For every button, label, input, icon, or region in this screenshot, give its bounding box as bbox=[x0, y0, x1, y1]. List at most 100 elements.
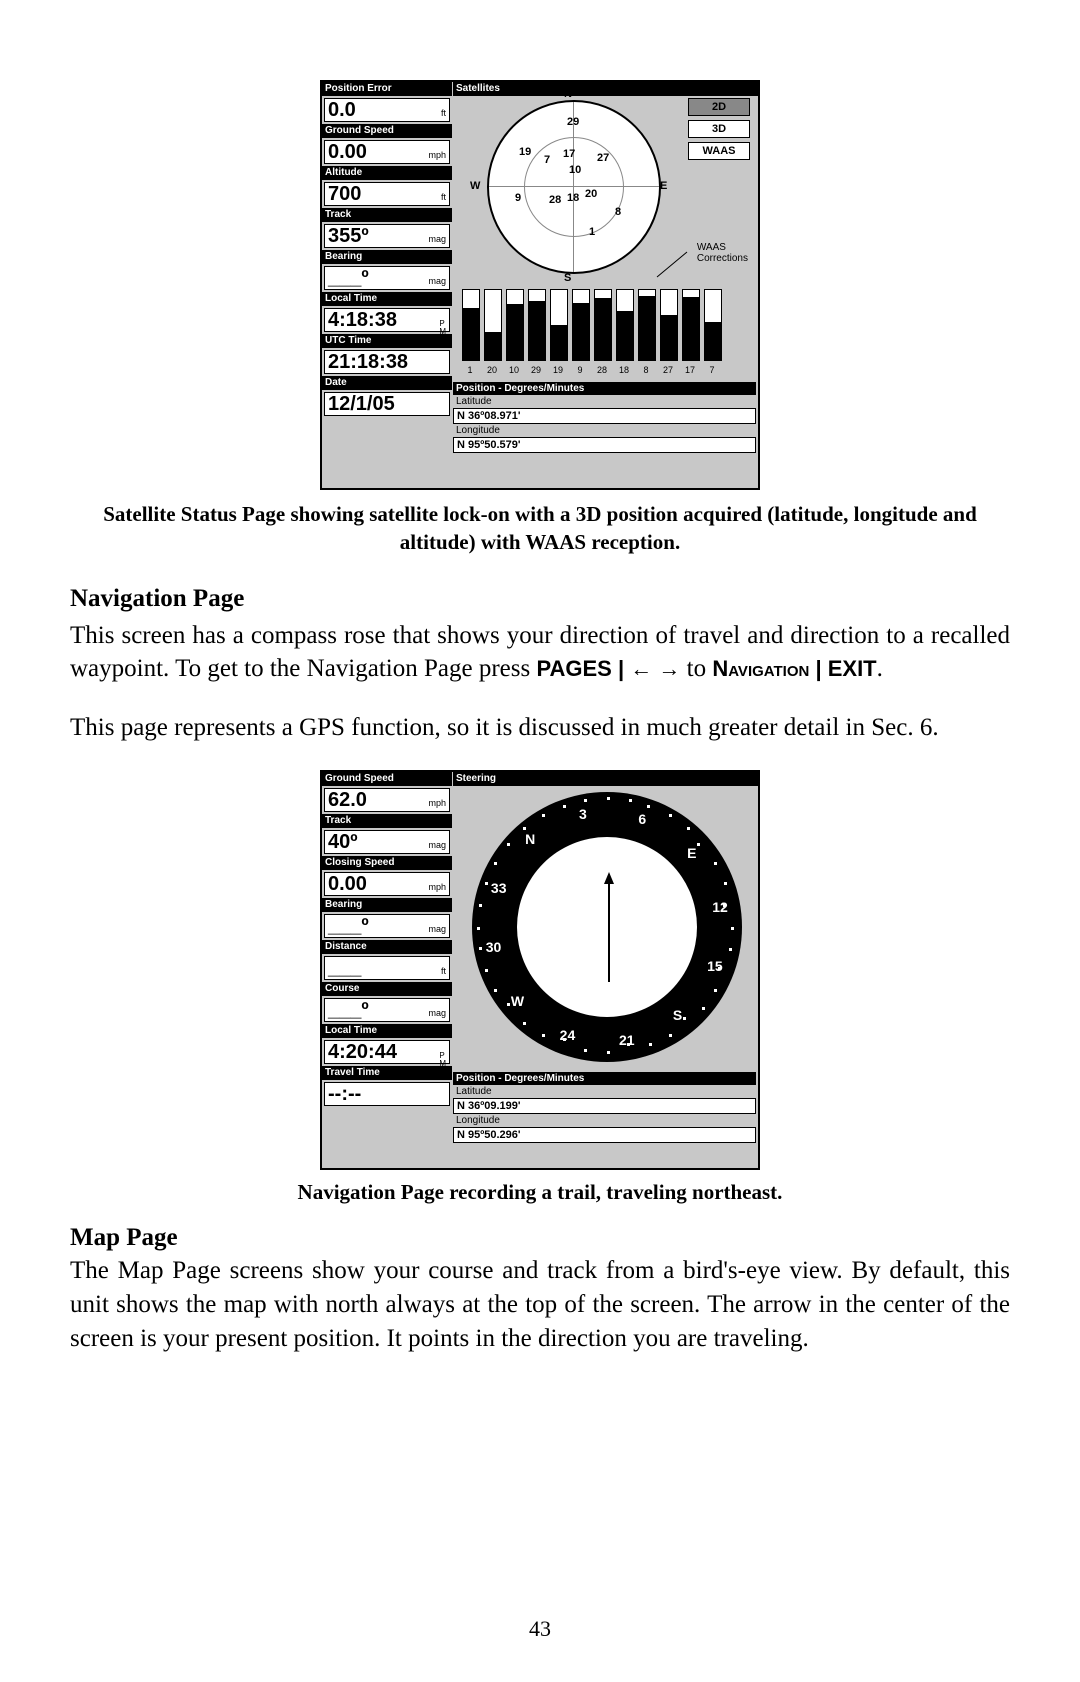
position-error-value: 0.0 bbox=[328, 99, 356, 121]
nav-closing-speed-label: Closing Speed bbox=[322, 856, 452, 870]
heading-map: Map Page bbox=[70, 1224, 1010, 1252]
steering-label: Steering bbox=[453, 772, 758, 786]
satellite-28: 28 bbox=[549, 194, 561, 206]
map-paragraph: The Map Page screens show your course an… bbox=[70, 1254, 1010, 1355]
signal-bar-label-19: 19 bbox=[548, 365, 568, 375]
nav-travel-time-label: Travel Time bbox=[322, 1066, 452, 1080]
compass-label-W: W bbox=[511, 993, 524, 1009]
signal-bar-label-1: 1 bbox=[460, 365, 480, 375]
local-time-label: Local Time bbox=[322, 292, 452, 306]
satellite-signal-bars: 12010291992818827177 bbox=[462, 287, 750, 375]
position-header: Position - Degrees/Minutes bbox=[453, 382, 756, 395]
nav-track-label: Track bbox=[322, 814, 452, 828]
nav-course-value: ___º bbox=[328, 999, 369, 1021]
mode-waas-button[interactable]: WAAS bbox=[688, 142, 750, 160]
nav-latitude-value: N 36º09.199' bbox=[453, 1098, 756, 1114]
dir-n: N bbox=[564, 88, 572, 100]
bearing-value: ___º bbox=[328, 267, 369, 289]
signal-bar-label-29: 29 bbox=[526, 365, 546, 375]
signal-bar-label-18: 18 bbox=[614, 365, 634, 375]
utc-time-value: 21:18:38 bbox=[328, 351, 408, 373]
compass-label-S: S bbox=[673, 1007, 682, 1023]
signal-bar-label-10: 10 bbox=[504, 365, 524, 375]
signal-bar-label-9: 9 bbox=[570, 365, 590, 375]
satellite-status-screenshot: Position Error 0.0ft Ground Speed 0.00mp… bbox=[320, 80, 760, 490]
track-value: 355º bbox=[328, 225, 369, 247]
position-box: Position - Degrees/Minutes Latitude N 36… bbox=[453, 382, 756, 453]
compass-label-30: 30 bbox=[486, 939, 502, 955]
signal-bar-10 bbox=[506, 289, 524, 361]
longitude-value: N 95º50.579' bbox=[453, 437, 756, 453]
satellite-9: 9 bbox=[515, 192, 521, 204]
compass-label-N: N bbox=[525, 831, 535, 847]
satellite-1: 1 bbox=[589, 226, 595, 238]
signal-bar-label-8: 8 bbox=[636, 365, 656, 375]
local-time-value: 4:18:38 bbox=[328, 309, 397, 331]
longitude-label: Longitude bbox=[453, 424, 756, 437]
mode-3d-button[interactable]: 3D bbox=[688, 120, 750, 138]
compass-rose: N36E1215S2124W3033 bbox=[472, 792, 742, 1062]
page-number: 43 bbox=[0, 1616, 1080, 1642]
satellite-18: 18 bbox=[567, 192, 579, 204]
signal-bar-label-28: 28 bbox=[592, 365, 612, 375]
signal-bar-label-7: 7 bbox=[702, 365, 722, 375]
waas-arrow-icon bbox=[652, 232, 692, 282]
nav-bearing-value: ___º bbox=[328, 915, 369, 937]
satellites-label: Satellites bbox=[453, 82, 758, 96]
satellite-8: 8 bbox=[615, 206, 621, 218]
ground-speed-label: Ground Speed bbox=[322, 124, 452, 138]
track-label: Track bbox=[322, 208, 452, 222]
signal-bar-label-20: 20 bbox=[482, 365, 502, 375]
caption-satellite: Satellite Status Page showing satellite … bbox=[90, 500, 990, 557]
signal-bar-20 bbox=[484, 289, 502, 361]
mode-2d-button[interactable]: 2D bbox=[688, 98, 750, 116]
nav-bearing-label: Bearing bbox=[322, 898, 452, 912]
nav-track-value: 40º bbox=[328, 831, 358, 853]
nav-longitude-label: Longitude bbox=[453, 1114, 756, 1127]
satellite-7: 7 bbox=[544, 154, 550, 166]
satellite-17: 17 bbox=[563, 148, 575, 160]
compass-label-15: 15 bbox=[707, 958, 723, 974]
nav-paragraph-2: This page represents a GPS function, so … bbox=[70, 711, 1010, 745]
nav-longitude-value: N 95º50.296' bbox=[453, 1127, 756, 1143]
nav-paragraph-1: This screen has a compass rose that show… bbox=[70, 619, 1010, 687]
compass-label-33: 33 bbox=[491, 880, 507, 896]
signal-bar-29 bbox=[528, 289, 546, 361]
signal-bar-18 bbox=[616, 289, 634, 361]
waas-corrections-label: WAAS Corrections bbox=[697, 242, 748, 264]
satellite-10: 10 bbox=[569, 164, 581, 176]
signal-bar-label-17: 17 bbox=[680, 365, 700, 375]
signal-bar-28 bbox=[594, 289, 612, 361]
nav-distance-label: Distance bbox=[322, 940, 452, 954]
signal-bar-1 bbox=[462, 289, 480, 361]
dir-w: W bbox=[470, 180, 480, 192]
compass-label-6: 6 bbox=[638, 811, 646, 827]
compass-label-3: 3 bbox=[579, 806, 587, 822]
nav-local-time-label: Local Time bbox=[322, 1024, 452, 1038]
nav-course-label: Course bbox=[322, 982, 452, 996]
nav-local-time-value: 4:20:44 bbox=[328, 1041, 397, 1063]
caption-navigation: Navigation Page recording a trail, trave… bbox=[90, 1178, 990, 1206]
altitude-label: Altitude bbox=[322, 166, 452, 180]
latitude-value: N 36º08.971' bbox=[453, 408, 756, 424]
satellite-19: 19 bbox=[519, 146, 531, 158]
nav-latitude-label: Latitude bbox=[453, 1085, 756, 1098]
satellite-29: 29 bbox=[567, 116, 579, 128]
ground-speed-value: 0.00 bbox=[328, 141, 367, 163]
nav-position-header: Position - Degrees/Minutes bbox=[453, 1072, 756, 1085]
satellite-27: 27 bbox=[597, 152, 609, 164]
date-value: 12/1/05 bbox=[328, 393, 395, 415]
utc-time-label: UTC Time bbox=[322, 334, 452, 348]
nav-ground-speed-value: 62.0 bbox=[328, 789, 367, 811]
signal-bar-9 bbox=[572, 289, 590, 361]
dir-s: S bbox=[564, 272, 571, 284]
dir-e: E bbox=[660, 180, 667, 192]
nav-position-box: Position - Degrees/Minutes Latitude N 36… bbox=[453, 1072, 756, 1143]
compass-arrow-icon bbox=[604, 872, 614, 982]
heading-navigation: Navigation Page bbox=[70, 585, 1010, 613]
signal-bar-7 bbox=[704, 289, 722, 361]
nav-ground-speed-label: Ground Speed bbox=[322, 772, 452, 786]
signal-bar-8 bbox=[638, 289, 656, 361]
compass-label-E: E bbox=[687, 845, 696, 861]
satellite-20: 20 bbox=[585, 188, 597, 200]
